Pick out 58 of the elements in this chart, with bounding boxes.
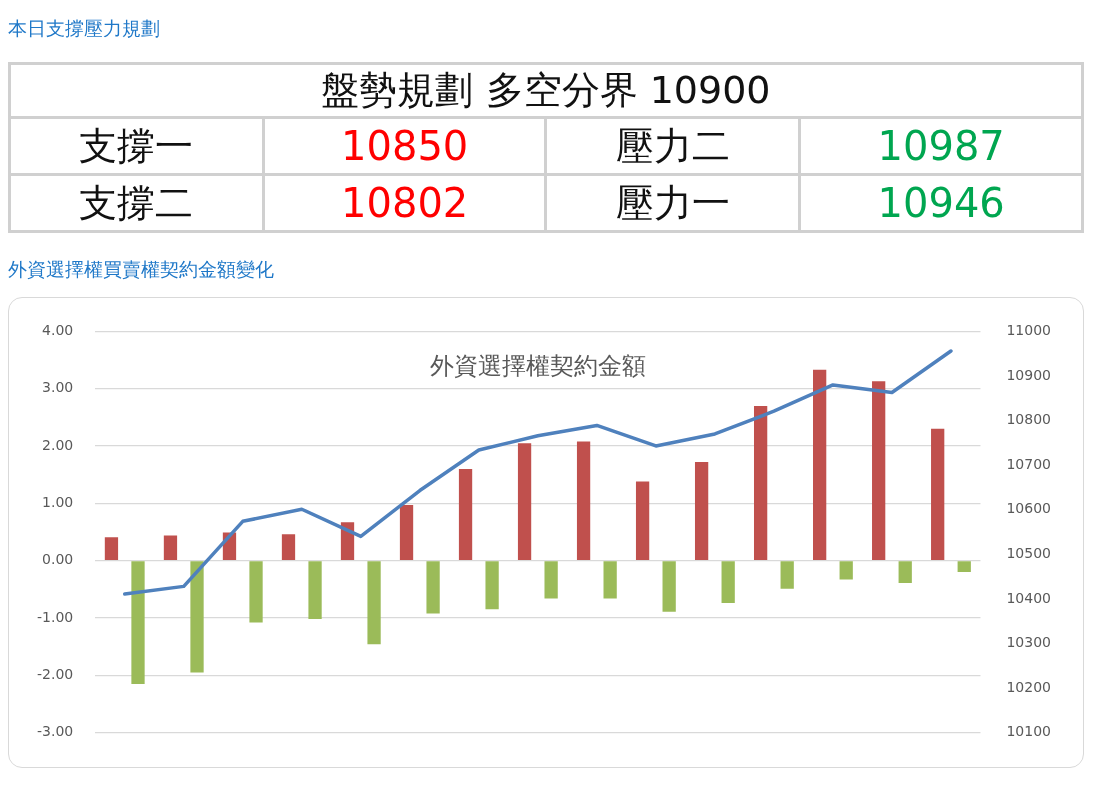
bar xyxy=(544,561,558,599)
bar xyxy=(872,381,886,561)
text: 10850 xyxy=(263,117,546,175)
bar xyxy=(458,468,473,561)
bar xyxy=(694,462,709,561)
bar xyxy=(635,481,650,561)
text: 支撐二 xyxy=(9,174,264,232)
y2-tick-label: 10300 xyxy=(1006,634,1052,651)
bar xyxy=(281,534,296,561)
text: 本日支撐壓力規劃 xyxy=(8,16,160,41)
text: 外資選擇權契約金額 xyxy=(429,351,646,380)
bar xyxy=(753,405,768,561)
y2-tick-label: 10200 xyxy=(1006,678,1052,695)
bar xyxy=(190,561,204,673)
chart-subtitle: 外資選擇權買賣權契約金額變化 xyxy=(8,257,274,282)
y-tick-label: 0.00 xyxy=(42,551,74,568)
text: 10987 xyxy=(799,117,1083,175)
y-tick-label: -1.00 xyxy=(36,608,74,625)
y-tick-label: 2.00 xyxy=(42,436,74,453)
y2-tick-label: 10100 xyxy=(1006,723,1052,740)
y-tick-label: 4.00 xyxy=(42,322,74,339)
y2-tick-label: 10500 xyxy=(1006,544,1052,561)
bar xyxy=(603,561,617,599)
text: 盤勢規劃 多空分界 10900 xyxy=(9,63,1083,118)
bar xyxy=(813,369,827,561)
bar xyxy=(163,535,178,561)
y-tick-label: 1.00 xyxy=(42,493,74,510)
y-tick-label: 3.00 xyxy=(42,379,74,396)
bar xyxy=(249,561,263,623)
text: 10802 xyxy=(263,174,546,232)
bar xyxy=(957,561,971,573)
text: 支撐一 xyxy=(9,117,264,175)
bar xyxy=(367,561,381,645)
y2-tick-label: 11000 xyxy=(1006,322,1052,339)
bar xyxy=(662,561,676,612)
bar xyxy=(131,561,145,684)
bar xyxy=(517,443,532,561)
y2-tick-label: 10900 xyxy=(1006,366,1052,383)
bar xyxy=(308,561,322,620)
bar xyxy=(485,561,499,610)
bar xyxy=(104,537,119,561)
bar xyxy=(780,561,794,589)
y-tick-label: -2.00 xyxy=(36,665,74,682)
y2-tick-label: 10400 xyxy=(1006,589,1052,606)
bar xyxy=(931,428,945,561)
text: 壓力一 xyxy=(545,174,800,232)
bar xyxy=(399,505,414,561)
y2-tick-label: 10700 xyxy=(1006,455,1052,472)
bar xyxy=(721,561,735,604)
bar xyxy=(576,441,591,561)
bar xyxy=(898,561,912,584)
y-tick-label: -3.00 xyxy=(36,723,74,740)
bar xyxy=(839,561,853,580)
text: 10946 xyxy=(799,174,1083,232)
y2-tick-label: 10800 xyxy=(1006,411,1052,428)
y2-tick-label: 10600 xyxy=(1006,500,1052,517)
text: 壓力二 xyxy=(545,117,800,175)
bar xyxy=(426,561,440,614)
